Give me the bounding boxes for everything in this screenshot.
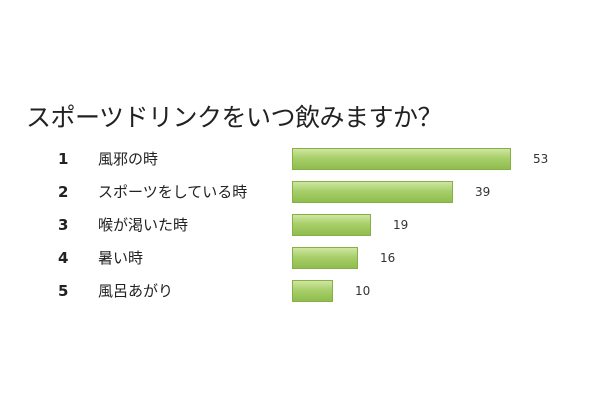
bar <box>292 247 358 269</box>
bar <box>292 280 333 302</box>
rank-label: 2 <box>58 183 69 201</box>
category-label: 暑い時 <box>98 249 144 267</box>
value-label: 39 <box>475 185 491 199</box>
category-label: 風呂あがり <box>98 282 174 300</box>
category-label: 喉が渇いた時 <box>98 216 189 234</box>
bar <box>292 181 453 203</box>
value-label: 10 <box>355 284 371 298</box>
category-label: 風邪の時 <box>98 150 159 168</box>
value-label: 53 <box>533 152 549 166</box>
bar <box>292 148 511 170</box>
bar <box>292 214 371 236</box>
rank-label: 3 <box>58 216 69 234</box>
value-label: 19 <box>393 218 409 232</box>
rank-label: 1 <box>58 150 69 168</box>
chart-title: スポーツドリンクをいつ飲みますか？ <box>26 103 443 132</box>
rank-label: 4 <box>58 249 69 267</box>
value-label: 16 <box>380 251 396 265</box>
rank-label: 5 <box>58 282 69 300</box>
category-label: スポーツをしている時 <box>98 183 248 201</box>
